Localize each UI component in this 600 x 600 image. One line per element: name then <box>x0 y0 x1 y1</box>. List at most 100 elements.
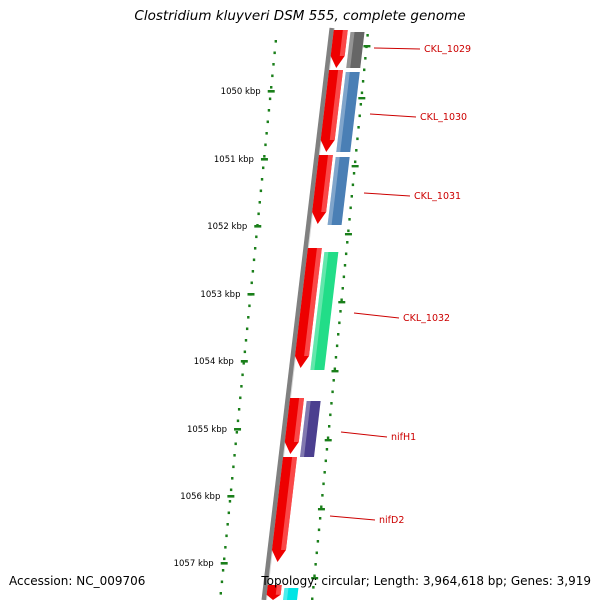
gene-box <box>283 588 299 600</box>
scale-dot-outer <box>235 431 239 434</box>
scale-dot-outer <box>225 534 228 538</box>
kbp-tick-label: 1051 kbp <box>214 155 254 165</box>
scale-dot-outer <box>257 212 260 216</box>
scale-dot-outer <box>252 258 256 262</box>
scale-dot-outer <box>263 155 266 158</box>
scale-dot-inner <box>340 298 343 302</box>
gene-leader-line <box>373 47 421 50</box>
gene-box <box>327 157 350 225</box>
scale-dot-inner <box>341 287 344 290</box>
gene-box-shine <box>300 401 311 457</box>
scale-dash-inner <box>351 165 359 168</box>
accession-number: NC_009706 <box>76 574 146 588</box>
scale-dot-inner <box>335 344 339 348</box>
kbp-tick-label: 1052 kbp <box>207 222 247 232</box>
gene-track <box>283 32 365 600</box>
gene-box <box>346 32 365 68</box>
scale-dot-outer <box>226 523 229 526</box>
gene-box <box>336 72 360 152</box>
scale-dot-outer <box>265 132 268 135</box>
scale-dash-inner <box>311 577 319 580</box>
scale-dot-outer <box>261 166 265 170</box>
scale-dot-outer <box>266 120 269 124</box>
scale-dot-outer <box>260 178 264 181</box>
scale-dot-inner <box>355 149 358 152</box>
scale-dot-inner <box>349 206 352 210</box>
gene-leader-line <box>363 192 411 197</box>
scale-dot-inner <box>315 551 318 555</box>
scale-dot-outer <box>264 143 267 147</box>
scale-dot-outer <box>223 557 226 561</box>
scale-dot-inner <box>366 34 369 37</box>
kbp-tick-label: 1057 kbp <box>174 559 214 569</box>
scale-dot-outer <box>242 362 245 365</box>
scale-dot-outer <box>237 408 241 411</box>
scale-dot-outer <box>248 304 251 308</box>
scale-dot-outer <box>234 442 237 446</box>
scale-dot-outer <box>232 465 235 469</box>
scale-dot-inner <box>357 126 360 129</box>
gene-label: CKL_1031 <box>414 191 461 202</box>
scale-dot-outer <box>255 235 258 239</box>
scale-dot-outer <box>233 454 236 457</box>
scale-dash-inner <box>317 508 325 511</box>
gene-leader-line <box>340 431 388 438</box>
scale-dot-outer <box>236 419 240 423</box>
scale-dot-outer <box>229 488 233 492</box>
scale-dot-outer <box>220 580 224 584</box>
scale-dot-inner <box>337 333 340 336</box>
kbp-tick-label: 1054 kbp <box>194 357 234 367</box>
cds-arrow-shine <box>275 585 282 595</box>
scale-dash-inner <box>338 301 346 304</box>
tick-dots-inner <box>311 34 371 600</box>
scale-dot-inner <box>339 310 342 313</box>
scale-dot-inner <box>323 471 326 474</box>
scale-dot-outer <box>271 74 274 78</box>
scale-dot-outer <box>259 189 263 193</box>
kbp-tick-mark <box>247 293 255 296</box>
gene-box <box>300 401 321 457</box>
scale-dot-inner <box>348 218 351 221</box>
cds-arrow-shine <box>339 30 348 56</box>
scale-dot-outer <box>239 396 242 400</box>
scale-dot-outer <box>253 247 257 250</box>
gene-box <box>310 252 339 370</box>
scale-dot-outer <box>272 63 275 66</box>
scale-dot-inner <box>320 505 323 509</box>
scale-dot-inner <box>360 91 364 95</box>
scale-dot-inner <box>347 229 350 233</box>
scale-dot-outer <box>221 569 225 572</box>
scale-dot-outer <box>244 339 248 342</box>
scale-dot-inner <box>364 57 367 60</box>
kbp-tick-mark <box>260 158 268 161</box>
scale-dot-inner <box>311 597 314 600</box>
scale-dot-outer <box>228 500 232 503</box>
scale-dot-outer <box>250 281 253 285</box>
kbp-tick-mark <box>240 360 248 363</box>
gene-label: CKL_1032 <box>403 313 450 324</box>
scale-dot-inner <box>333 367 337 371</box>
genome-backbone <box>261 27 335 600</box>
scale-dash-inner <box>344 233 352 236</box>
scale-dot-inner <box>343 264 347 267</box>
scale-dot-outer <box>240 385 243 388</box>
kbp-tick-label: 1056 kbp <box>180 492 220 502</box>
scale-dot-outer <box>270 86 273 89</box>
accession-label: Accession: <box>9 574 73 588</box>
scale-dot-outer <box>258 201 261 204</box>
scale-dot-inner <box>313 574 316 578</box>
gene-box-shine <box>336 72 350 152</box>
scale-dot-inner <box>318 517 322 520</box>
scale-dot-inner <box>325 448 329 451</box>
gene-box-shine <box>327 157 340 225</box>
scale-dot-inner <box>324 459 328 463</box>
scale-dot-outer <box>268 97 272 101</box>
scale-dot-inner <box>334 356 338 359</box>
map-title: Clostridium kluyveri DSM 555, complete g… <box>134 8 466 24</box>
scale-dot-inner <box>312 586 315 589</box>
scale-dot-inner <box>352 172 356 175</box>
accession-info: Accession: NC_009706 <box>9 574 145 588</box>
scale-dot-outer <box>251 270 255 273</box>
